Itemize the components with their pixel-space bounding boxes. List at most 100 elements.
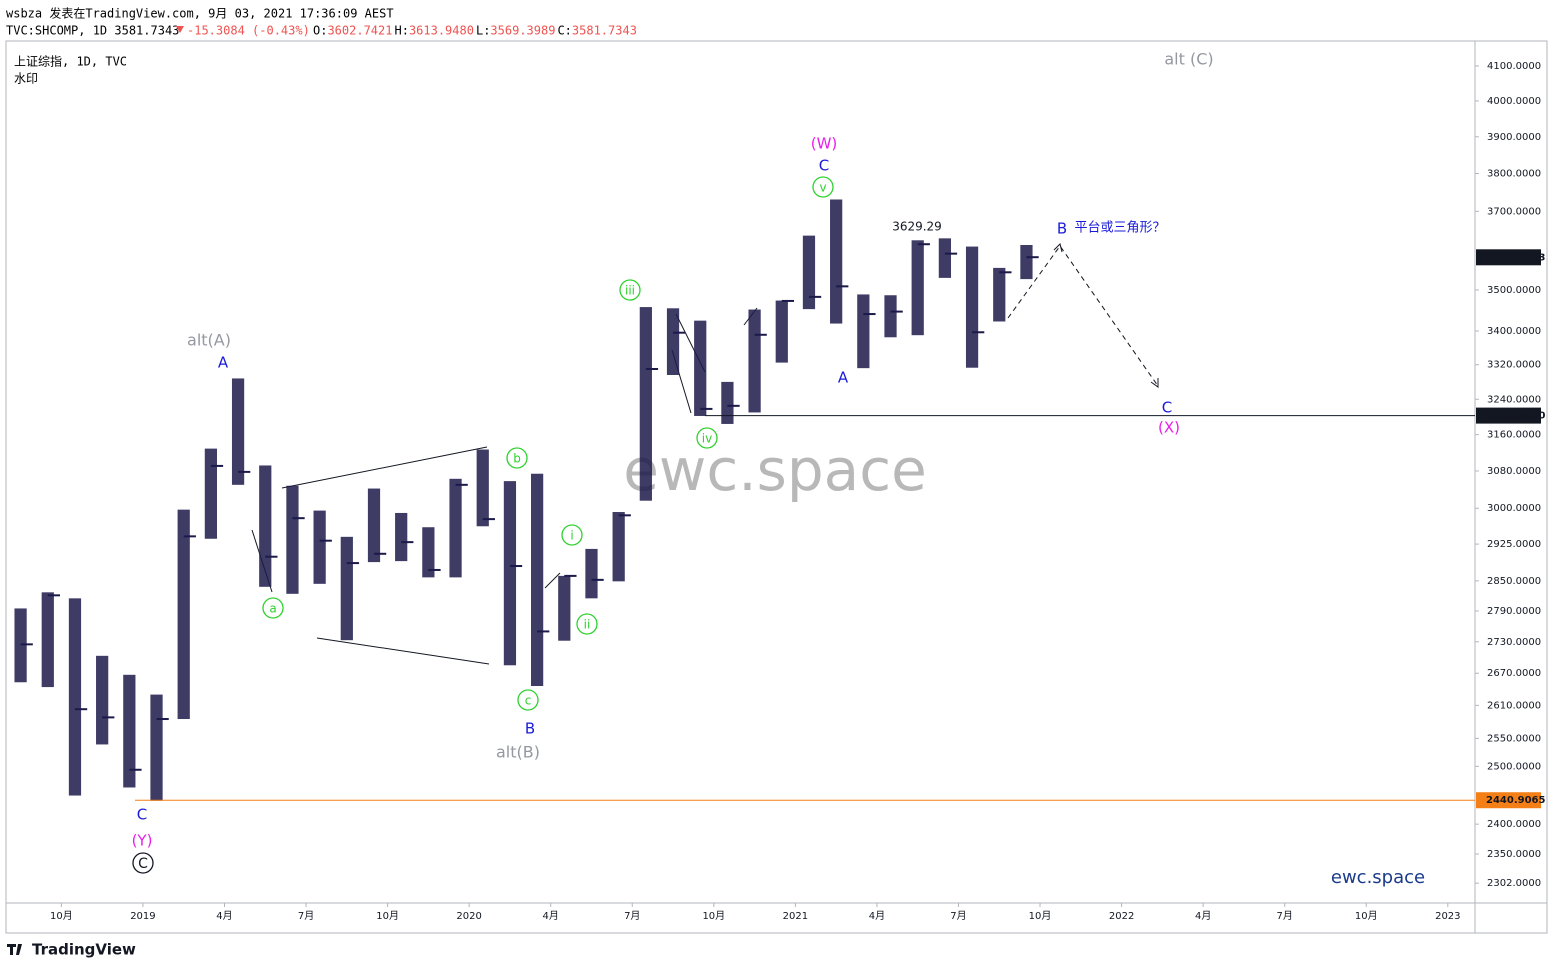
ohlc: O: 3602.7421 H: 3613.9480 L: 3569.3989 C: 3581.…: [313, 24, 637, 38]
wave-label: 3629.29: [892, 220, 942, 234]
wave-label: a: [269, 602, 276, 616]
y-tick-label: 3160.0000: [1487, 430, 1541, 441]
price-bar: [802, 235, 816, 310]
price-bar: [694, 320, 707, 416]
price-label-box: [1476, 407, 1541, 424]
ohlc-key: O:: [313, 24, 327, 38]
y-tick-label: 3080.0000: [1487, 466, 1541, 477]
ohlc-value: 3613.9480: [409, 24, 474, 38]
x-tick-label: 2023: [1435, 911, 1460, 922]
y-tick-label: 2350.0000: [1487, 849, 1541, 860]
price-label-box: [1476, 249, 1541, 266]
y-tick-label: 4000.0000: [1487, 96, 1541, 107]
price-bar: [41, 592, 54, 688]
logo: [7, 944, 22, 955]
y-tick-label: 2302.0000: [1487, 878, 1541, 889]
y-tick-label: 3700.0000: [1487, 206, 1541, 217]
footer: TradingView: [32, 941, 136, 959]
ohlc-value: 3569.3989: [490, 24, 555, 38]
ohlc-value: 3602.7421: [327, 24, 392, 38]
price-bar: [204, 448, 218, 539]
wave-label: A: [838, 369, 849, 387]
ohlc-key: C:: [557, 24, 571, 38]
wave-circle: [561, 524, 583, 546]
wave-label: c: [525, 694, 532, 708]
price-bar: [14, 608, 27, 683]
price-bar: [965, 246, 979, 368]
y-tick-label: 2850.0000: [1487, 576, 1541, 587]
wave-circle: [696, 427, 718, 449]
change: -15.3084 (-0.43%): [187, 24, 310, 38]
y-tick-label: 3400.0000: [1487, 326, 1541, 337]
y-tick-label: 3320.0000: [1487, 360, 1541, 371]
y-tick-label: 2925.0000: [1487, 539, 1541, 550]
y-tick-label: 3900.0000: [1487, 132, 1541, 143]
price-bar: [231, 378, 245, 485]
wave-label: B: [1057, 220, 1067, 238]
x-tick-label: 4月: [216, 910, 232, 922]
publish-info: wsbza 发表在TradingView.com, 9月 03, 2021 17…: [6, 6, 394, 21]
y-tick-label: 2730.0000: [1487, 637, 1541, 648]
down-arrow: [176, 26, 184, 33]
price-label: 3581.7343: [1486, 252, 1546, 263]
price-bar: [449, 478, 462, 578]
price-bar: [775, 300, 788, 363]
price-bar: [177, 509, 190, 720]
price-bar: [313, 510, 326, 584]
wave-circle: [262, 597, 284, 619]
price-bar: [938, 238, 952, 278]
y-tick-label: 2670.0000: [1487, 668, 1541, 679]
price-bar: [993, 267, 1006, 322]
x-tick-label: 7月: [624, 910, 640, 922]
wave-label: alt (C): [1164, 50, 1213, 69]
wave-circle: [506, 447, 528, 469]
ohlc-key: L:: [476, 24, 490, 38]
legend-name: 上证综指, 1D, TVC: [14, 54, 127, 69]
wave-label: C: [137, 806, 147, 824]
price-bar: [476, 449, 489, 527]
y-tick-label: 2610.0000: [1487, 700, 1541, 711]
wave-label: (X): [1158, 419, 1180, 437]
price-bar: [639, 307, 652, 501]
price-bar: [857, 294, 870, 369]
watermark: ewc.space: [623, 436, 927, 504]
wave-label: C: [1162, 399, 1172, 417]
price-bar: [585, 548, 598, 599]
price-bar: [530, 473, 544, 687]
x-tick-label: 10月: [376, 910, 399, 922]
y-tick-label: 3800.0000: [1487, 169, 1541, 180]
x-tick-label: 2022: [1109, 911, 1134, 922]
wave-circle: [576, 613, 598, 635]
price-bar: [830, 199, 843, 324]
price-bar: [911, 240, 924, 336]
y-tick-label: 2790.0000: [1487, 606, 1541, 617]
x-tick-label: 7月: [298, 910, 314, 922]
price-bar: [286, 485, 299, 594]
y-tick-label: 2500.0000: [1487, 761, 1541, 772]
wave-label: 平台或三角形？: [1074, 221, 1165, 236]
price-bar: [367, 488, 381, 563]
wave-label: iv: [702, 432, 712, 446]
price-bar: [123, 674, 136, 788]
price-bar: [884, 295, 897, 338]
x-tick-label: 10月: [702, 910, 725, 922]
symbol-info: TVC:SHCOMP, 1D 3581.7343: [6, 24, 179, 38]
x-tick-label: 2021: [783, 911, 808, 922]
wave-label: A: [218, 354, 229, 372]
price-bar: [422, 527, 435, 578]
x-tick-label: 7月: [1277, 910, 1293, 922]
price-label-box: [1476, 792, 1541, 809]
price-label: 2440.9065: [1486, 795, 1546, 806]
y-tick-label: 3000.0000: [1487, 503, 1541, 514]
price-bar: [612, 512, 625, 582]
price-bar: [666, 308, 680, 376]
price-bar: [395, 512, 408, 562]
price-bar: [340, 536, 353, 641]
x-tick-label: 2020: [456, 911, 481, 922]
price-label: 3202.8440: [1486, 411, 1546, 422]
wave-circle: [619, 279, 641, 301]
price-bar: [150, 694, 163, 801]
wave-label: C: [138, 856, 148, 872]
wave-circle: [517, 689, 539, 711]
